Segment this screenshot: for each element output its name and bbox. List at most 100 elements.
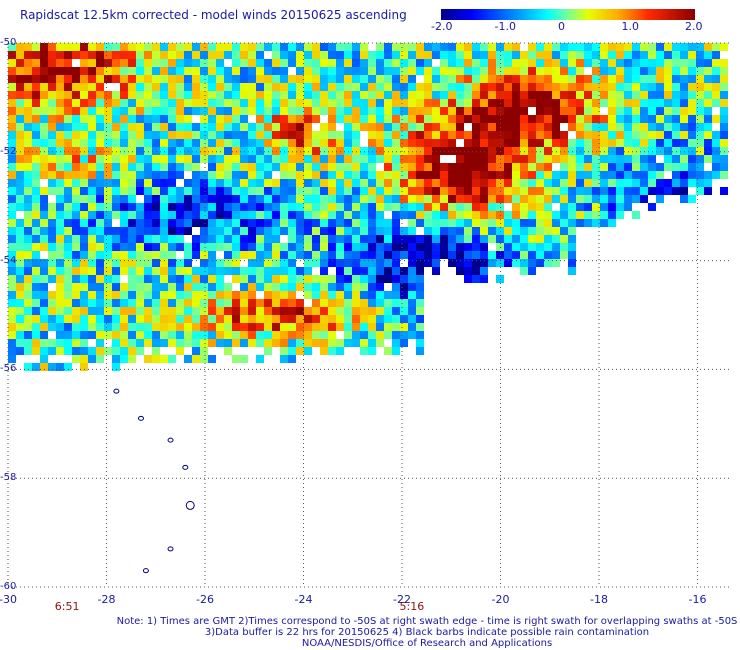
wind-cell bbox=[632, 115, 640, 123]
wind-cell bbox=[232, 171, 240, 179]
wind-cell bbox=[40, 291, 48, 299]
wind-cell bbox=[448, 67, 456, 75]
wind-cell bbox=[688, 107, 696, 115]
wind-cell bbox=[312, 195, 320, 203]
wind-cell bbox=[680, 163, 688, 171]
wind-cell bbox=[160, 307, 168, 315]
wind-cell bbox=[184, 323, 192, 331]
wind-cell bbox=[432, 91, 440, 99]
wind-cell bbox=[64, 91, 72, 99]
wind-cell bbox=[272, 243, 280, 251]
wind-cell bbox=[472, 211, 480, 219]
wind-cell bbox=[464, 219, 472, 227]
wind-cell bbox=[672, 99, 680, 107]
wind-cell bbox=[680, 155, 688, 163]
wind-cell bbox=[592, 179, 600, 187]
wind-cell bbox=[376, 115, 384, 123]
wind-cell bbox=[192, 299, 200, 307]
wind-cell bbox=[536, 227, 544, 235]
wind-cell bbox=[384, 67, 392, 75]
wind-cell bbox=[272, 211, 280, 219]
wind-cell bbox=[216, 219, 224, 227]
wind-cell bbox=[304, 131, 312, 139]
wind-cell bbox=[184, 331, 192, 339]
wind-cell bbox=[480, 211, 488, 219]
wind-cell bbox=[72, 267, 80, 275]
wind-cell bbox=[48, 75, 56, 83]
wind-cell bbox=[80, 315, 88, 323]
wind-cell bbox=[192, 75, 200, 83]
wind-cell bbox=[560, 91, 568, 99]
wind-cell bbox=[88, 83, 96, 91]
island-outline bbox=[142, 568, 149, 574]
wind-cell bbox=[712, 83, 720, 91]
wind-cell bbox=[248, 51, 256, 59]
wind-cell bbox=[296, 251, 304, 259]
wind-cell bbox=[280, 91, 288, 99]
wind-cell bbox=[312, 299, 320, 307]
wind-cell bbox=[640, 139, 648, 147]
wind-cell bbox=[232, 339, 240, 347]
wind-cell bbox=[256, 227, 264, 235]
wind-cell bbox=[360, 163, 368, 171]
wind-cell bbox=[64, 307, 72, 315]
wind-cell bbox=[128, 347, 136, 355]
wind-cell bbox=[112, 291, 120, 299]
wind-cell bbox=[40, 323, 48, 331]
wind-cell bbox=[16, 51, 24, 59]
wind-cell bbox=[32, 187, 40, 195]
wind-cell bbox=[280, 315, 288, 323]
wind-cell bbox=[480, 139, 488, 147]
wind-cell bbox=[24, 67, 32, 75]
colorbar-swatch bbox=[609, 9, 612, 20]
wind-cell bbox=[160, 115, 168, 123]
wind-cell bbox=[584, 163, 592, 171]
wind-cell bbox=[352, 43, 360, 51]
wind-cell bbox=[704, 67, 712, 75]
wind-cell bbox=[488, 155, 496, 163]
colorbar-swatch bbox=[517, 9, 520, 20]
wind-cell bbox=[192, 67, 200, 75]
wind-cell bbox=[200, 51, 208, 59]
wind-cell bbox=[136, 283, 144, 291]
wind-cell bbox=[8, 43, 16, 51]
wind-cell bbox=[544, 91, 552, 99]
wind-cell bbox=[408, 179, 416, 187]
wind-cell bbox=[352, 291, 360, 299]
wind-cell bbox=[200, 75, 208, 83]
wind-cell bbox=[40, 363, 48, 371]
wind-cell bbox=[168, 163, 176, 171]
wind-cell bbox=[456, 99, 464, 107]
wind-cell bbox=[432, 235, 440, 243]
wind-cell bbox=[472, 91, 480, 99]
wind-cell bbox=[248, 131, 256, 139]
wind-cell bbox=[416, 291, 424, 299]
wind-cell bbox=[640, 147, 648, 155]
wind-cell bbox=[416, 139, 424, 147]
wind-cell bbox=[480, 203, 488, 211]
wind-cell bbox=[392, 155, 400, 163]
wind-cell bbox=[112, 187, 120, 195]
wind-cell bbox=[184, 315, 192, 323]
wind-cell bbox=[456, 51, 464, 59]
wind-cell bbox=[216, 155, 224, 163]
wind-cell bbox=[312, 91, 320, 99]
wind-cell bbox=[472, 75, 480, 83]
wind-cell bbox=[72, 347, 80, 355]
wind-cell bbox=[336, 171, 344, 179]
wind-cell bbox=[288, 219, 296, 227]
wind-cell bbox=[192, 139, 200, 147]
wind-cell bbox=[32, 155, 40, 163]
wind-cell bbox=[16, 307, 24, 315]
wind-cell bbox=[296, 155, 304, 163]
wind-cell bbox=[520, 91, 528, 99]
wind-cell bbox=[16, 187, 24, 195]
wind-cell bbox=[32, 363, 40, 371]
wind-cell bbox=[576, 83, 584, 91]
wind-cell bbox=[288, 291, 296, 299]
wind-cell bbox=[376, 219, 384, 227]
wind-cell bbox=[152, 227, 160, 235]
wind-cell bbox=[32, 131, 40, 139]
wind-cell bbox=[120, 219, 128, 227]
wind-cell bbox=[536, 91, 544, 99]
